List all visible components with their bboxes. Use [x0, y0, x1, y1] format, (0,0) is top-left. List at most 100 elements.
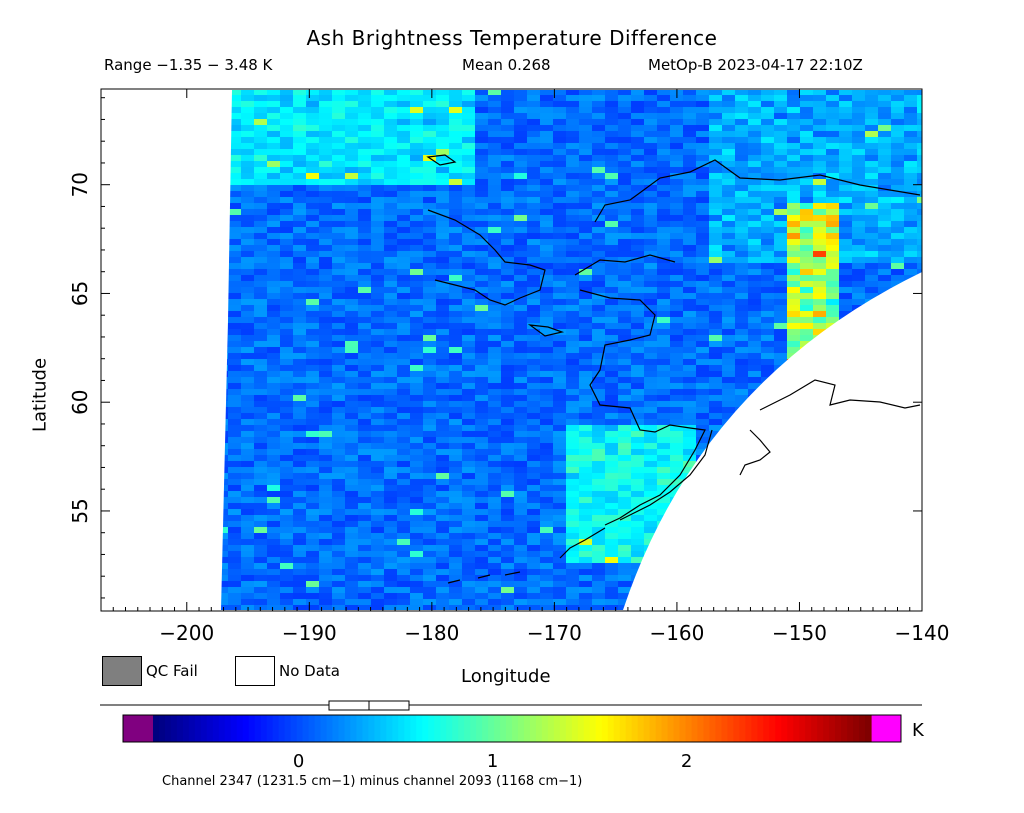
- swath-cell: [345, 221, 358, 227]
- swath-cell: [605, 359, 618, 365]
- swath-cell: [332, 569, 345, 575]
- swath-cell: [800, 449, 813, 455]
- swath-cell: [813, 149, 826, 155]
- swath-cell: [254, 587, 267, 593]
- swath-cell: [618, 593, 631, 599]
- swath-cell: [527, 425, 540, 431]
- swath-cell: [644, 419, 657, 425]
- colorbar-step: [338, 715, 346, 742]
- swath-cell: [449, 179, 462, 185]
- swath-cell: [566, 455, 579, 461]
- swath-cell: [631, 569, 644, 575]
- swath-cell: [221, 90, 228, 95]
- swath-cell: [221, 95, 228, 101]
- swath-cell: [839, 431, 852, 437]
- swath-cell: [813, 383, 826, 389]
- swath-cell: [358, 257, 371, 263]
- swath-cell: [605, 539, 618, 545]
- swath-cell: [826, 317, 839, 323]
- swath-cell: [449, 167, 462, 173]
- swath-cell: [657, 461, 670, 467]
- swath-cell: [345, 365, 358, 371]
- swath-cell: [865, 281, 878, 287]
- swath-cell: [592, 359, 605, 365]
- swath-cell: [787, 479, 800, 485]
- swath-cell: [852, 383, 865, 389]
- swath-cell: [826, 311, 839, 317]
- swath-cell: [722, 497, 735, 503]
- colorbar-step: [392, 715, 399, 742]
- swath-cell: [514, 347, 527, 353]
- swath-cell: [553, 305, 566, 311]
- swath-cell: [501, 419, 514, 425]
- swath-cell: [813, 551, 826, 557]
- swath-cell: [241, 359, 254, 365]
- swath-cell: [241, 101, 254, 107]
- swath-cell: [306, 113, 319, 119]
- swath-cell: [358, 353, 371, 359]
- swath-cell: [748, 173, 761, 179]
- swath-cell: [618, 155, 631, 161]
- swath-cell: [449, 593, 462, 599]
- swath-cell: [878, 587, 891, 593]
- swath-cell: [423, 90, 436, 95]
- swath-cell: [891, 119, 904, 125]
- swath-cell: [566, 461, 579, 467]
- swath-cell: [644, 521, 657, 527]
- swath-cell: [475, 389, 488, 395]
- swath-cell: [800, 563, 813, 569]
- swath-cell: [410, 557, 423, 563]
- swath-cell: [878, 239, 891, 245]
- swath-cell: [670, 431, 683, 437]
- swath-cell: [800, 473, 813, 479]
- swath-cell: [787, 191, 800, 197]
- swath-cell: [631, 581, 644, 587]
- swath-cell: [488, 431, 501, 437]
- swath-cell: [514, 299, 527, 305]
- swath-cell: [527, 131, 540, 137]
- swath-cell: [579, 137, 592, 143]
- swath-cell: [696, 299, 709, 305]
- swath-cell: [449, 401, 462, 407]
- swath-cell: [826, 251, 839, 257]
- swath-cell: [800, 125, 813, 131]
- swath-cell: [397, 461, 410, 467]
- swath-cell: [696, 323, 709, 329]
- swath-cell: [527, 521, 540, 527]
- swath-cell: [475, 143, 488, 149]
- colorbar-step: [398, 715, 405, 742]
- swath-cell: [501, 359, 514, 365]
- swath-cell: [410, 269, 423, 275]
- swath-cell: [852, 227, 865, 233]
- swath-cell: [748, 143, 761, 149]
- swath-cell: [566, 587, 579, 593]
- swath-cell: [579, 371, 592, 377]
- swath-cell: [722, 515, 735, 521]
- swath-cell: [527, 467, 540, 473]
- swath-cell: [423, 461, 436, 467]
- swath-cell: [787, 245, 800, 251]
- swath-cell: [631, 287, 644, 293]
- swath-cell: [410, 605, 423, 610]
- swath-cell: [241, 179, 254, 185]
- swath-cell: [722, 503, 735, 509]
- swath-cell: [813, 365, 826, 371]
- colorbar-step: [290, 715, 298, 742]
- swath-cell: [826, 299, 839, 305]
- colorbar-step: [428, 715, 435, 742]
- colorbar-step: [559, 715, 567, 742]
- swath-cell: [852, 365, 865, 371]
- swath-cell: [774, 575, 787, 581]
- swath-cell: [904, 383, 917, 389]
- swath-cell: [787, 257, 800, 263]
- swath-cell: [657, 263, 670, 269]
- swath-cell: [527, 293, 540, 299]
- swath-cell: [852, 479, 865, 485]
- swath-cell: [319, 353, 332, 359]
- swath-cell: [293, 185, 306, 191]
- swath-cell: [423, 377, 436, 383]
- swath-cell: [592, 413, 605, 419]
- swath-cell: [293, 599, 306, 605]
- swath-cell: [566, 95, 579, 101]
- aleutian-islands: [447, 527, 606, 584]
